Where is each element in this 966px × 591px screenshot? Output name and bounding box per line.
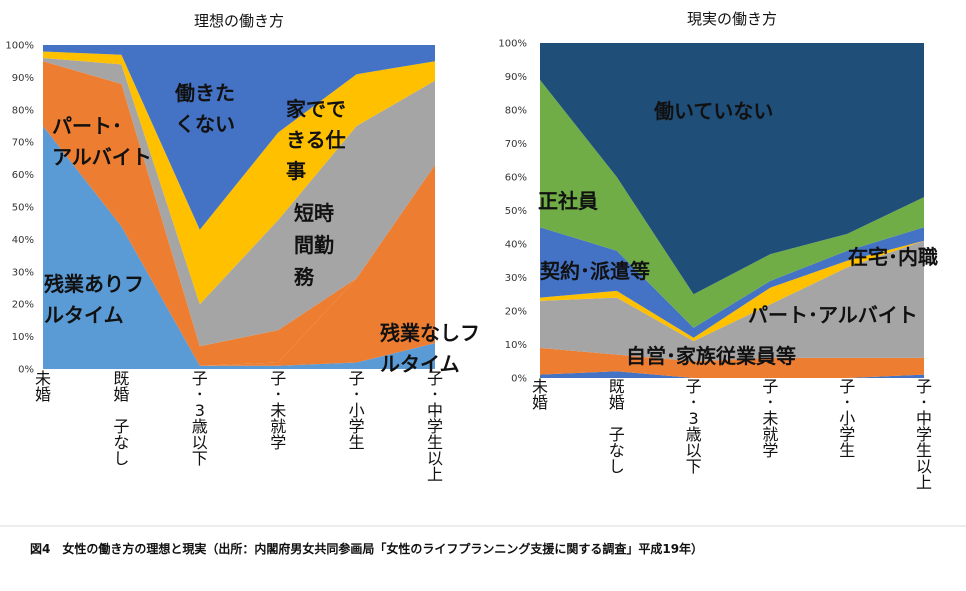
category-label-0-3: 子･未就学 [270, 369, 286, 452]
real-chart: 現実の働き方 0% 10% 20% 30% 40% 50% 60% 70% 80% 90% 100%… [498, 10, 938, 492]
area-0-5 [43, 45, 435, 230]
label-real-part: パート･アルバイト [748, 303, 918, 327]
y-tick-0-4: 40% [12, 235, 34, 246]
area-1-6 [540, 43, 924, 295]
label-home-2: きる仕 [286, 128, 346, 152]
ideal-chart-title: 理想の働き方 [194, 12, 284, 30]
category-label-1-1: 既婚 子なし [609, 377, 625, 476]
category-label-1-4: 子･小学生 [839, 377, 855, 460]
area-0-1 [43, 126, 435, 366]
y-tick-1-10: 100% [498, 39, 527, 50]
y-tick-1-4: 40% [505, 240, 527, 251]
label-part-2: アルバイト [52, 145, 152, 169]
y-tick-0-0: 0% [18, 365, 34, 376]
real-chart-title: 現実の働き方 [687, 10, 777, 28]
category-label-0-1: 既婚 子なし [113, 369, 129, 468]
y-tick-0-6: 60% [12, 170, 34, 181]
ideal-chart: 理想の働き方 0% 10% 20% 30% 40% 50% 60% 70% 80% 90% 100%… [5, 12, 480, 484]
label-home-3: 事 [286, 159, 306, 183]
y-tick-1-3: 30% [505, 273, 527, 284]
category-label-1-3: 子･未就学 [762, 377, 778, 460]
label-full-noot-2: ルタイム [380, 352, 460, 376]
y-tick-1-5: 50% [505, 206, 527, 217]
y-tick-1-7: 70% [505, 139, 527, 150]
y-tick-1-1: 10% [505, 340, 527, 351]
area-1-1 [540, 347, 924, 378]
category-label-1-0: 未婚 [532, 377, 548, 412]
figure-caption: 図4 女性の働き方の理想と現実（出所：内閣府男女共同参画局「女性のライフプランニ… [30, 541, 703, 556]
label-real-home: 在宅･内職 [848, 245, 938, 269]
y-tick-0-10: 100% [5, 41, 34, 52]
label-real-regular: 正社員 [538, 189, 598, 213]
y-tick-0-8: 80% [12, 105, 34, 116]
label-full-ot-2: ルタイム [44, 303, 124, 327]
label-short-2: 間勤 [294, 233, 334, 257]
label-short-3: 務 [294, 265, 315, 289]
y-tick-1-8: 80% [505, 106, 527, 117]
y-tick-1-2: 20% [505, 307, 527, 318]
label-real-nowork: 働いていない [653, 99, 773, 123]
y-tick-0-5: 50% [12, 203, 34, 214]
area-1-0 [540, 371, 924, 378]
category-label-0-5: 子･中学生以上 [427, 369, 443, 484]
label-full-noot-1: 残業なしフ [380, 321, 480, 345]
category-label-0-0: 未婚 [35, 369, 51, 404]
y-tick-1-9: 90% [505, 72, 527, 83]
y-tick-0-1: 10% [12, 332, 34, 343]
label-short-1: 短時 [294, 201, 334, 225]
y-tick-0-3: 30% [12, 267, 34, 278]
category-label-1-5: 子･中学生以上 [916, 377, 932, 492]
label-nowork-1: 働きた [174, 81, 235, 105]
area-0-0 [43, 126, 435, 369]
label-nowork-2: くない [175, 112, 235, 136]
label-full-ot-1: 残業ありフ [44, 272, 144, 296]
label-part-1: パート･ [52, 114, 122, 138]
area-0-4 [43, 51, 435, 305]
y-tick-0-9: 90% [12, 73, 34, 84]
y-tick-1-0: 0% [511, 374, 527, 385]
label-home-1: 家でで [286, 97, 346, 121]
y-tick-0-7: 70% [12, 138, 34, 149]
category-label-0-2: 子･ 3 歳以下 [192, 369, 208, 468]
area-0-2 [43, 61, 435, 366]
label-real-contract: 契約･派遣等 [539, 259, 650, 283]
y-tick-1-6: 60% [505, 173, 527, 184]
area-0-3 [43, 58, 435, 347]
area-1-4 [540, 227, 924, 338]
category-label-0-4: 子･小学生 [349, 369, 365, 452]
label-real-self: 自営･家族従業員等 [626, 344, 796, 368]
area-1-2 [540, 240, 924, 362]
area-1-5 [540, 79, 924, 328]
y-tick-0-2: 20% [12, 300, 34, 311]
category-label-1-2: 子･ 3 歳以下 [686, 377, 702, 476]
